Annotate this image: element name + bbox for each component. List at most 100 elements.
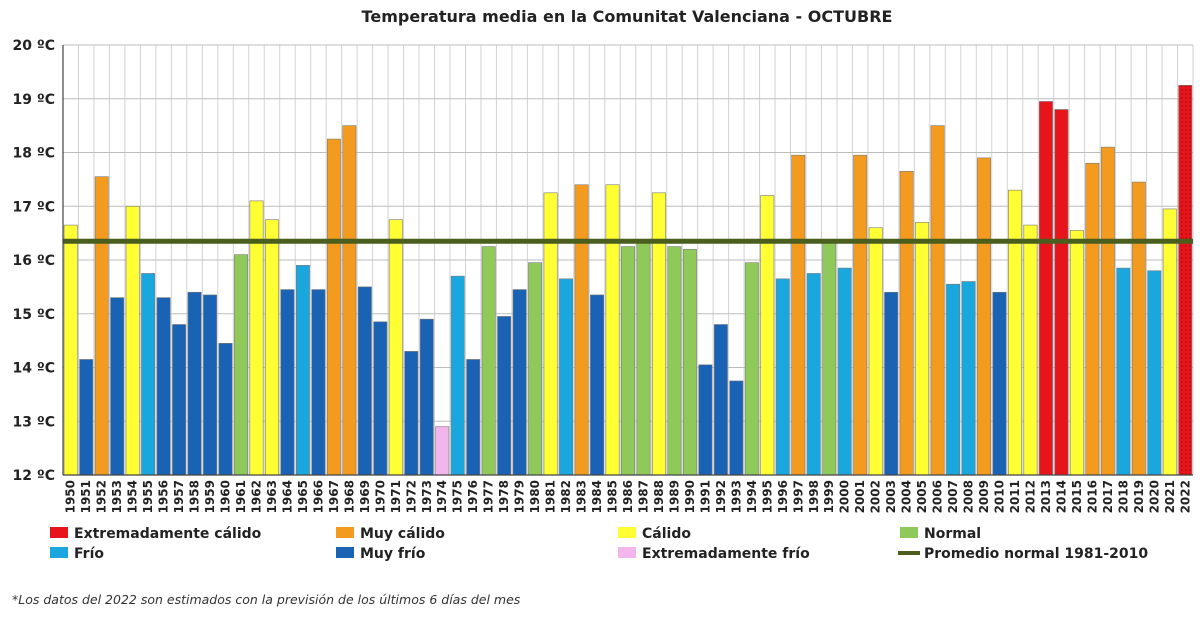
x-tick-label: 2018 xyxy=(1116,480,1130,513)
x-tick-label: 1966 xyxy=(311,480,325,513)
plot-frame xyxy=(62,45,1193,476)
bar-1960 xyxy=(218,343,233,476)
x-tick-label: 2019 xyxy=(1132,480,1146,513)
bar-1950 xyxy=(63,224,78,476)
y-tick-label: 15 ºC xyxy=(12,307,55,323)
x-tick-label: 1967 xyxy=(327,480,341,513)
bar-1977 xyxy=(481,246,496,476)
x-tick-label: 1984 xyxy=(590,480,604,513)
x-tick-label: 1980 xyxy=(528,480,542,513)
y-tick-label: 19 ºC xyxy=(12,92,55,108)
x-tick-label: 1951 xyxy=(79,480,93,513)
x-tick-label: 2006 xyxy=(931,480,945,513)
x-tick-label: 1974 xyxy=(435,480,449,513)
bar-1976 xyxy=(466,359,481,476)
bar-1986 xyxy=(621,246,635,476)
x-tick-label: 1981 xyxy=(544,480,558,513)
x-tick-label: 1958 xyxy=(188,480,202,513)
x-tick-label: 1957 xyxy=(172,480,186,513)
legend-label: Promedio normal 1981-2010 xyxy=(924,546,1148,562)
x-tick-label: 1976 xyxy=(466,480,480,513)
bar-2000 xyxy=(837,267,852,476)
bar-1971 xyxy=(388,219,403,476)
legend-swatch xyxy=(618,527,636,538)
bar-2006 xyxy=(930,125,945,476)
bar-2007 xyxy=(946,283,961,476)
x-tick-label: 2011 xyxy=(1008,480,1022,513)
bar-1955 xyxy=(141,273,156,476)
x-tick-label: 1991 xyxy=(698,480,712,513)
legend-item: Cálido xyxy=(618,526,691,542)
x-tick-label: 1999 xyxy=(822,480,836,513)
bar-2005 xyxy=(915,222,930,476)
bar-2017 xyxy=(1100,146,1115,476)
bar-2004 xyxy=(899,171,914,476)
legend-label: Normal xyxy=(924,526,981,542)
bar-1979 xyxy=(512,289,527,476)
bar-2020 xyxy=(1147,270,1162,476)
bar-1995 xyxy=(760,195,775,476)
bar-1988 xyxy=(652,192,666,476)
bar-1965 xyxy=(295,265,310,476)
x-tick-label: 1986 xyxy=(621,480,635,513)
legend-swatch xyxy=(336,547,354,558)
x-tick-label: 2010 xyxy=(993,480,1007,513)
x-tick-label: 1965 xyxy=(296,480,310,513)
x-tick-label: 1953 xyxy=(110,480,124,513)
x-tick-label: 1968 xyxy=(342,480,356,513)
x-tick-label: 1956 xyxy=(157,480,171,513)
x-tick-label: 2009 xyxy=(977,480,991,513)
legend-swatch xyxy=(336,527,354,538)
x-tick-label: 1955 xyxy=(141,480,155,513)
x-tick-label: 1963 xyxy=(265,480,279,513)
x-tick-label: 1985 xyxy=(606,480,620,513)
bar-1966 xyxy=(311,289,326,476)
bar-2008 xyxy=(961,281,976,476)
bar-1996 xyxy=(775,278,790,476)
footnote: *Los datos del 2022 son estimados con la… xyxy=(12,592,521,607)
y-tick-label: 12 ºC xyxy=(12,468,55,484)
x-tick-label: 2021 xyxy=(1163,480,1177,513)
bar-2002 xyxy=(868,227,883,476)
x-tick-label: 2014 xyxy=(1054,480,1068,513)
bar-1964 xyxy=(280,289,295,476)
bar-1997 xyxy=(791,154,806,476)
bar-1969 xyxy=(357,286,372,476)
bar-1998 xyxy=(806,273,821,476)
bar-1967 xyxy=(326,138,341,476)
legend-swatch xyxy=(618,547,636,558)
x-tick-label: 1982 xyxy=(559,480,573,513)
x-tick-label: 1959 xyxy=(203,480,217,513)
x-tick-label: 1995 xyxy=(760,480,774,513)
x-tick-label: 1964 xyxy=(280,480,294,513)
chart-title: Temperatura media en la Comunitat Valenc… xyxy=(362,7,893,26)
bar-2001 xyxy=(853,154,868,476)
bar-2012 xyxy=(1023,224,1038,476)
bar-1970 xyxy=(373,321,388,476)
legend-swatch xyxy=(900,527,918,538)
x-tick-label: 1993 xyxy=(729,480,743,513)
bar-1963 xyxy=(265,219,279,476)
x-tick-label: 1969 xyxy=(358,480,372,513)
x-tick-label: 1978 xyxy=(497,480,511,513)
legend-item: Frío xyxy=(50,546,104,562)
legend-label: Frío xyxy=(74,546,104,562)
bar-1959 xyxy=(203,294,218,476)
x-tick-label: 1990 xyxy=(683,480,697,513)
bar-1985 xyxy=(605,184,620,476)
x-tick-label: 2003 xyxy=(884,480,898,513)
x-tick-label: 2002 xyxy=(869,480,883,513)
bar-2021 xyxy=(1162,208,1177,476)
x-tick-label: 1988 xyxy=(652,480,666,513)
bar-1957 xyxy=(172,324,187,476)
bar-1991 xyxy=(698,364,713,476)
x-tick-label: 1996 xyxy=(776,480,790,513)
x-tick-label: 1962 xyxy=(249,480,263,513)
bar-1984 xyxy=(590,294,604,476)
chart-legend: Extremadamente cálido Muy cálido Cálido Nor… xyxy=(50,526,1148,562)
x-tick-label: 2020 xyxy=(1147,480,1161,513)
y-tick-label: 16 ºC xyxy=(12,253,55,269)
bar-1956 xyxy=(156,297,171,476)
x-tick-label: 1960 xyxy=(219,480,233,513)
